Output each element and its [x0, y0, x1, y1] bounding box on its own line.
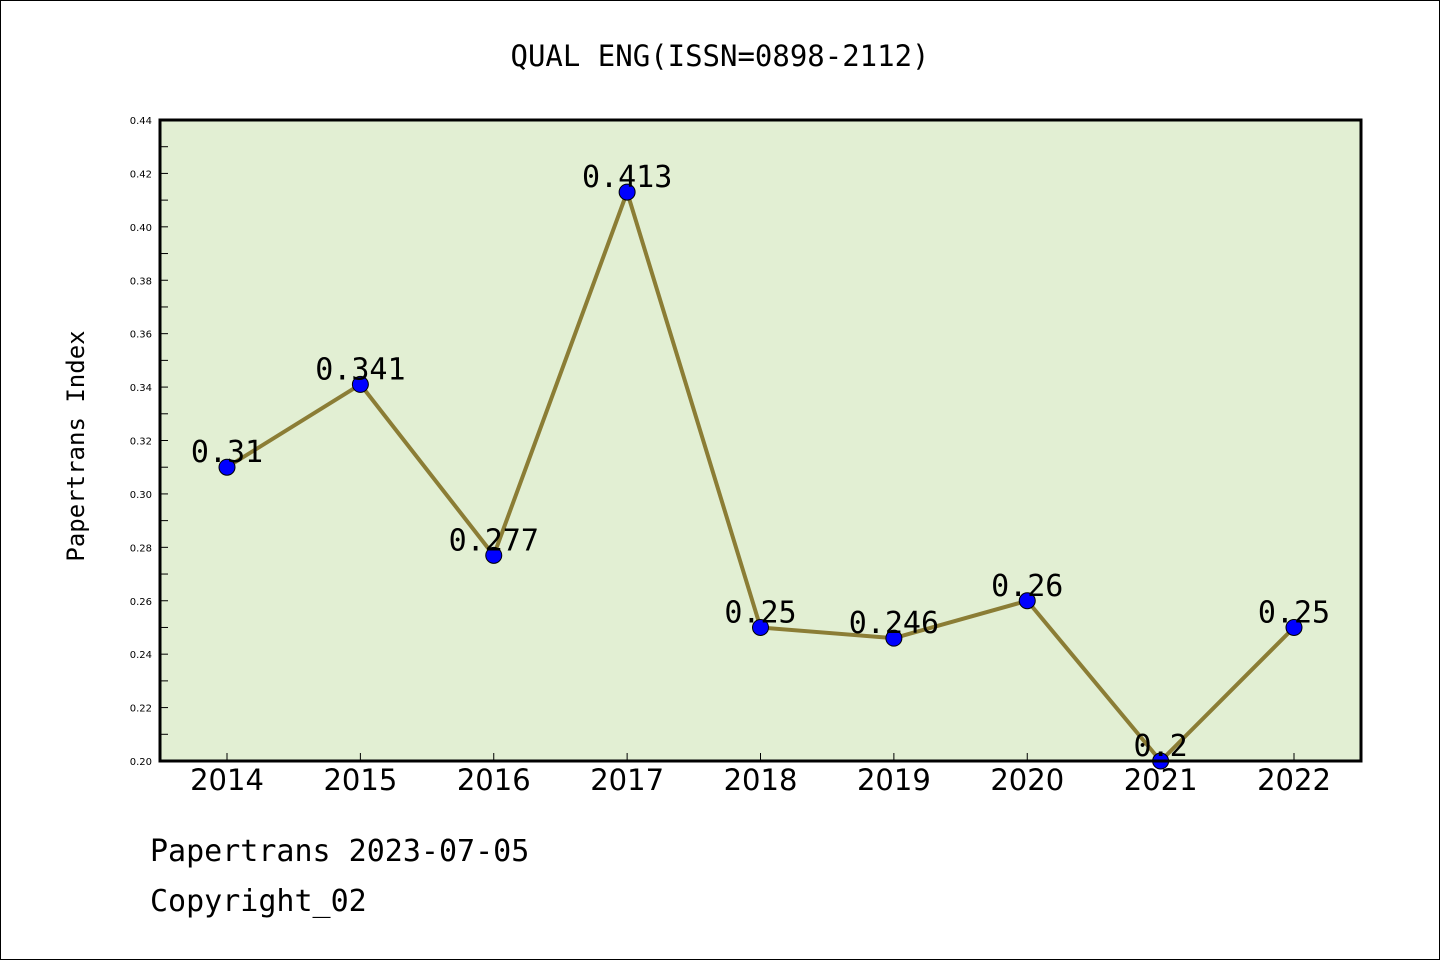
data-label: 0.413 [582, 160, 672, 195]
data-label: 0.26 [991, 569, 1063, 604]
y-tick-label: 0.22 [130, 704, 152, 715]
footer-copyright-text: Copyright_02 [150, 884, 367, 919]
plot-area [160, 120, 1361, 761]
plot-border [158, 118, 1363, 763]
y-axis: 0.20 0.22 0.24 0.26 0.28 0.30 0.32 0.34 0.36 0.38… [130, 116, 168, 768]
data-label: 0.31 [191, 435, 263, 470]
data-point [752, 618, 769, 636]
y-tick-label: 0.38 [130, 276, 152, 287]
data-label: 0.246 [849, 606, 939, 641]
data-label: 0.341 [315, 352, 405, 387]
x-tick-label: 2015 [323, 763, 397, 797]
data-point [1018, 592, 1036, 610]
x-tick-label: 2018 [724, 763, 798, 797]
x-tick-label: 2016 [457, 763, 531, 797]
y-tick-label: 0.26 [130, 597, 152, 608]
chart-title: QUAL ENG(ISSN=0898-2112) [510, 39, 929, 73]
data-label: 0.2 [1134, 729, 1188, 764]
x-axis: 2014 2015 2016 2017 2018 2019 2020 2021 2022 [190, 753, 1331, 797]
x-tick-label: 2022 [1257, 763, 1331, 797]
y-tick-label: 0.42 [130, 169, 152, 180]
y-tick-label: 0.20 [130, 757, 152, 768]
y-tick-label: 0.44 [130, 116, 152, 127]
y-tick-label: 0.32 [130, 437, 152, 448]
x-tick-label: 2017 [590, 763, 664, 797]
data-point [218, 458, 236, 476]
data-point [1285, 618, 1303, 636]
footer-date-text: Papertrans 2023-07-05 [150, 834, 530, 869]
data-point [485, 546, 503, 564]
y-tick-label: 0.34 [130, 383, 152, 394]
y-tick-label: 0.28 [130, 543, 152, 554]
y-tick-label: 0.40 [130, 223, 152, 234]
x-tick-label: 2014 [190, 763, 264, 797]
data-label: 0.25 [1258, 595, 1330, 630]
y-tick-label: 0.24 [130, 650, 152, 661]
y-tick-label: 0.36 [130, 330, 152, 341]
y-axis-label: Papertrans Index [62, 330, 90, 561]
data-point [885, 629, 903, 647]
data-labels: 0.31 0.341 0.277 0.413 0.25 0.246 0.26 0.2 0.25 [191, 160, 1330, 764]
data-label: 0.25 [724, 595, 796, 630]
data-point [351, 375, 369, 393]
x-tick-label: 2019 [857, 763, 931, 797]
x-tick-label: 2020 [990, 763, 1064, 797]
data-point [618, 183, 636, 201]
data-label: 0.277 [449, 523, 539, 558]
y-tick-label: 0.30 [130, 490, 152, 501]
